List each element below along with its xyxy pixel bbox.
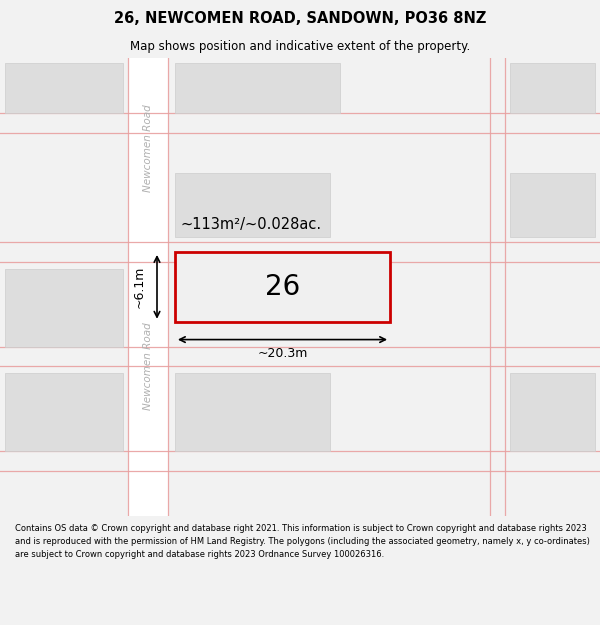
Text: ~20.3m: ~20.3m <box>257 347 308 360</box>
Text: 26: 26 <box>265 273 300 301</box>
Bar <box>128 58 168 516</box>
Bar <box>510 373 595 451</box>
Bar <box>175 373 330 451</box>
Bar <box>5 63 123 113</box>
Text: ~6.1m: ~6.1m <box>133 266 146 308</box>
Bar <box>510 173 595 237</box>
Bar <box>510 63 595 113</box>
Text: Map shows position and indicative extent of the property.: Map shows position and indicative extent… <box>130 40 470 52</box>
Text: 26, NEWCOMEN ROAD, SANDOWN, PO36 8NZ: 26, NEWCOMEN ROAD, SANDOWN, PO36 8NZ <box>114 11 486 26</box>
Bar <box>175 63 340 113</box>
Bar <box>175 252 390 322</box>
Bar <box>5 373 123 451</box>
Text: ~113m²/~0.028ac.: ~113m²/~0.028ac. <box>180 217 321 232</box>
Bar <box>175 173 330 237</box>
Text: Contains OS data © Crown copyright and database right 2021. This information is : Contains OS data © Crown copyright and d… <box>15 524 590 559</box>
Text: Newcomen Road: Newcomen Road <box>143 104 153 191</box>
Bar <box>5 269 123 346</box>
Text: Newcomen Road: Newcomen Road <box>143 322 153 411</box>
